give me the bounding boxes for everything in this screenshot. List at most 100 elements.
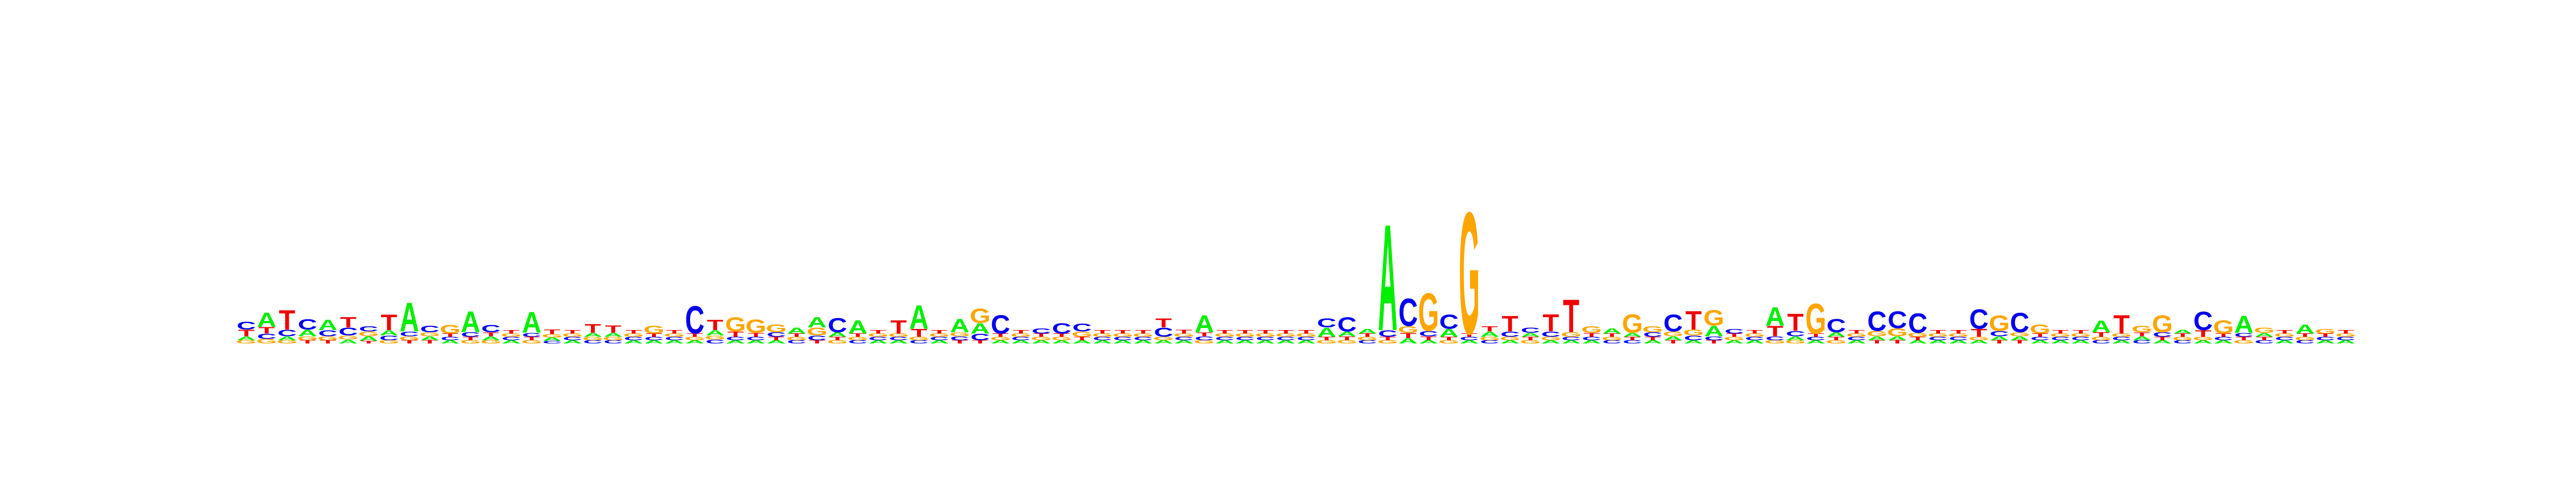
logo-letter-T: T (707, 317, 723, 334)
logo-letter-T: T (1217, 329, 1233, 334)
logo-letter-C: C (1826, 316, 1846, 336)
logo-letter-T: T (1115, 329, 1131, 334)
logo-letter-A: A (848, 317, 867, 338)
logo-letter-G: G (1989, 310, 2010, 335)
logo-letter-T: T (2073, 329, 2089, 334)
logo-letter-C: C (237, 319, 256, 332)
logo-letter-T: T (1482, 325, 1498, 333)
logo-letter-C: C (1867, 305, 1886, 336)
logo-letter-G: G (766, 322, 787, 334)
logo-letter-T: T (2338, 329, 2354, 334)
logo-letter-T: T (1848, 329, 1865, 334)
logo-letter-T: T (1237, 329, 1254, 334)
logo-letter-G: G (2315, 327, 2336, 335)
logo-letter-G: G (970, 305, 991, 327)
logo-letter-G: G (1805, 295, 1826, 343)
logo-letter-T: T (890, 317, 907, 338)
logo-letter-C: C (2193, 307, 2213, 336)
logo-letter-C: C (2010, 307, 2029, 338)
logo-letter-G: G (643, 324, 664, 336)
logo-letter-G: G (1459, 177, 1480, 371)
logo-letter-T: T (584, 322, 601, 335)
logo-letter-T: T (1787, 309, 1804, 336)
logo-letter-G: G (1622, 310, 1643, 339)
logo-letter-T: T (870, 329, 887, 334)
logo-letter-C: C (1969, 303, 1988, 334)
logo-letter-A: A (1195, 311, 1214, 338)
logo-letter-T: T (1278, 329, 1294, 334)
logo-letter-G: G (1703, 305, 1724, 330)
logo-letter-C: C (685, 298, 704, 342)
logo-letter-C: C (1439, 311, 1459, 333)
logo-letter-A: A (318, 317, 338, 334)
logo-letter-T: T (931, 329, 948, 334)
logo-letter-T: T (503, 329, 519, 334)
logo-letter-C: C (1337, 313, 1357, 336)
logo-letter-T: T (1685, 306, 1702, 335)
logo-letter-C: C (1399, 291, 1418, 335)
logo-letter-T: T (544, 328, 560, 335)
logo-letter-T: T (625, 329, 642, 334)
logo-letter-T: T (1930, 329, 1946, 334)
logo-letter-T: T (2113, 310, 2130, 339)
logo-letter-A: A (2234, 311, 2253, 338)
logo-letter-A: A (2295, 322, 2315, 336)
logo-letter-C: C (481, 323, 501, 334)
logo-letter-C: C (1887, 306, 1907, 333)
logo-letter-T: T (1746, 329, 1763, 334)
logo-letter-A: A (1765, 302, 1784, 331)
logo-letter-A: A (909, 299, 928, 336)
logo-letter-T: T (279, 304, 296, 335)
logo-letter-C: C (1908, 308, 1927, 339)
logo-letter-G: G (725, 313, 746, 336)
logo-letter-T: T (1155, 316, 1172, 330)
logo-letter-A: A (461, 305, 480, 339)
logo-letter-A: A (787, 326, 806, 335)
logo-letter-G: G (2132, 324, 2153, 334)
logo-letter-T: T (1542, 310, 1559, 337)
logo-letter-T: T (1176, 328, 1192, 335)
logo-letter-A: A (257, 309, 276, 331)
logo-letter-A: A (2091, 317, 2111, 335)
logo-letter-T: T (1298, 329, 1315, 334)
logo-letter-C: C (1664, 310, 1683, 337)
logo-letter-C: C (1317, 316, 1336, 330)
logo-letter-G: G (2152, 311, 2173, 338)
logo-letter-G: G (1642, 324, 1663, 334)
logo-letter-T: T (381, 310, 398, 335)
logo-letter-C: C (298, 316, 317, 333)
logo-letter-T: T (1950, 329, 1967, 334)
logo-letter-C: C (1724, 327, 1744, 335)
logo-letter-G: G (2213, 317, 2234, 338)
logo-letter-G: G (1581, 324, 1602, 335)
logo-letter-T: T (1135, 329, 1152, 334)
logo-letter-T: T (1257, 329, 1274, 334)
logo-letter-C: C (991, 310, 1010, 339)
logo-letter-C: C (828, 314, 847, 336)
logo-letter-G: G (1418, 282, 1439, 342)
logo-letter-T: T (340, 314, 357, 331)
logo-letter-G: G (745, 316, 766, 337)
logo-letter-A: A (522, 306, 541, 340)
logo-letter-C: C (359, 325, 378, 333)
logo-letter-C: C (1072, 321, 1092, 334)
logo-letter-T: T (1563, 290, 1579, 342)
logo-letter-T: T (666, 329, 683, 334)
logo-letter-T: T (564, 329, 581, 334)
logo-letter-A: A (807, 314, 826, 331)
logo-letters: GATCGCTAGACTTGACTGCAAGCTTAGCGCATTGCATAGC… (236, 177, 2357, 371)
logo-letter-C: C (1521, 326, 1540, 334)
logo-letter-C: C (1031, 327, 1051, 335)
logo-letter-T: T (1013, 329, 1029, 334)
logo-letter-G: G (440, 323, 460, 336)
logo-letter-T: T (2052, 329, 2069, 334)
logo-letter-A: A (1602, 327, 1622, 335)
logo-letter-T: T (1094, 329, 1111, 334)
logo-letter-A: A (950, 316, 969, 336)
logo-letter-T: T (605, 324, 621, 335)
logo-letter-T: T (1502, 311, 1518, 336)
logo-letter-C: C (1052, 320, 1071, 337)
logo-letter-T: T (2277, 329, 2293, 334)
logo-letter-A: A (1378, 193, 1397, 363)
